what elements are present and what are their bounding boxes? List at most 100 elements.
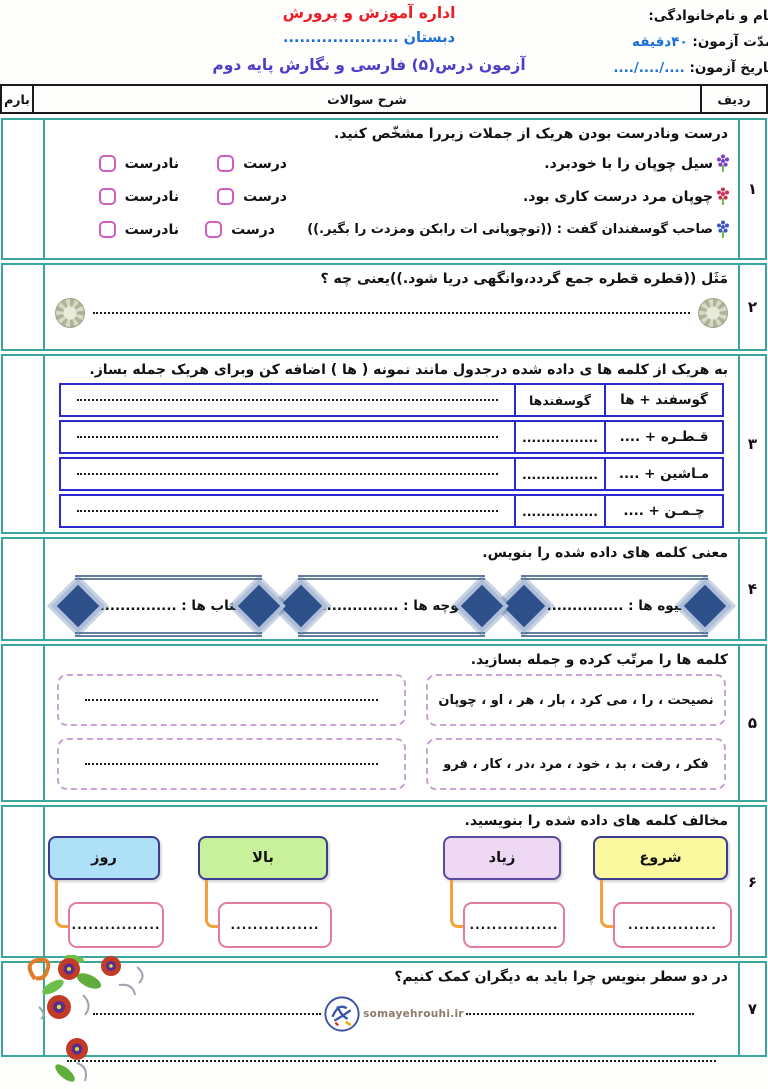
question-2-content: مَثَل ((قطره قطره جمع گردد،وانگهی دریا ش… <box>45 265 738 349</box>
correct-checkbox[interactable] <box>217 188 235 205</box>
name-field-label: نام و نام‌خانوادگی: <box>648 8 768 24</box>
statement-text: سیل چوپان را با خودبرد. <box>544 155 713 172</box>
incorrect-checkbox[interactable] <box>98 221 116 238</box>
flower-icon <box>716 188 730 205</box>
page-header: نام و نام‌خانوادگی: مدّت آزمون: ۴۰دقیقه … <box>0 0 768 84</box>
question-title: مَثَل ((قطره قطره جمع گردد،وانگهی دریا ش… <box>320 271 728 287</box>
flower-icon <box>47 995 71 1019</box>
connector-line <box>450 880 467 928</box>
calligraphy-logo-icon <box>324 996 360 1032</box>
frame-label: کوچه ها : ................ <box>298 575 485 637</box>
row-number: ۶ <box>738 807 765 956</box>
sentence-ordering-item: نصیحت ، را ، می کرد ، بار ، هر ، او ، چو… <box>57 674 726 726</box>
flower-icon <box>716 221 730 238</box>
incorrect-checkbox[interactable] <box>98 155 116 172</box>
question-1-content: درست ونادرست بودن هریک از جملات زیررا مش… <box>45 120 738 258</box>
row-number: ۳ <box>738 356 765 532</box>
answer-dotted-line <box>85 763 378 765</box>
student-info-block: نام و نام‌خانوادگی: مدّت آزمون: ۴۰دقیقه … <box>593 3 768 81</box>
exam-date: تاریخ آزمون: ..../..../.... <box>593 55 768 81</box>
questions-table: ۱ درست ونادرست بودن هریک از جملات زیررا … <box>0 118 768 1082</box>
answer-box: ................ <box>218 902 332 948</box>
answer-dotted-line <box>77 399 498 401</box>
question-title: معنی کلمه های داده شده را بنویس. <box>482 545 728 561</box>
exam-date-label: تاریخ آزمون: <box>689 60 768 76</box>
exam-duration-label: مدّت آزمون: <box>692 34 768 50</box>
row-number: ۷ <box>738 963 765 1055</box>
row-number: ۲ <box>738 265 765 349</box>
true-false-item: سیل چوپان را با خودبرد. درست نادرست <box>53 147 730 180</box>
plural-cell: ................ <box>514 422 604 452</box>
answer-dotted-line <box>93 312 690 314</box>
statement-text: چوپان مرد درست کاری بود. <box>522 188 713 205</box>
scrambled-words-box: فکر ، رفت ، بد ، خود ، مرد ،در ، کار ، ف… <box>426 738 726 790</box>
flower-icon <box>55 1038 88 1082</box>
title-block: اداره آموزش و پرورش دبستان .............… <box>0 0 588 80</box>
answer-box: ................ <box>613 902 732 948</box>
score-cell <box>3 265 45 349</box>
school-name: دبستان ..................... <box>282 30 456 46</box>
answer-area <box>53 292 730 328</box>
flower-cluster-icon <box>27 955 144 1020</box>
connector-line <box>205 880 222 928</box>
exam-date-value: ..../..../.... <box>613 60 685 76</box>
question-title: درست ونادرست بودن هریک از جملات زیررا مش… <box>333 126 728 142</box>
question-row-1: ۱ درست ونادرست بودن هریک از جملات زیررا … <box>1 118 767 260</box>
question-row-4: ۴ معنی کلمه های داده شده را بنویس. میوه … <box>1 537 767 641</box>
word-cell: گوسفند + ها <box>604 385 722 415</box>
row-number: ۵ <box>738 646 765 800</box>
word-box: بالا <box>198 836 328 880</box>
antonym-pair: زیاد ................ <box>443 836 565 952</box>
answer-box <box>57 738 406 790</box>
watermark: somayehrouhi.ir <box>321 995 466 1033</box>
question-title: مخالف کلمه های داده شده را بنویسید. <box>464 813 729 829</box>
question-row-6: ۶ مخالف کلمه های داده شده را بنویسید. شر… <box>1 805 767 958</box>
exam-duration-value: ۴۰دقیقه <box>632 34 688 50</box>
correct-checkbox[interactable] <box>217 155 235 172</box>
meaning-frames: میوه ها : ................ کوچه ها : ...… <box>53 566 730 644</box>
score-cell <box>3 120 45 258</box>
question-4-content: معنی کلمه های داده شده را بنویس. میوه ها… <box>45 539 738 639</box>
flower-icon <box>716 155 730 172</box>
sentence-cell <box>61 385 514 415</box>
word-building-table: گوسفند + ها گوسفندها قـطـره + .... .....… <box>59 383 724 528</box>
answer-dotted-line <box>465 1013 694 1015</box>
incorrect-label: نادرست <box>124 155 179 172</box>
answer-dotted-line <box>67 1060 716 1062</box>
question-row-7: ۷ در دو سطر بنویس چرا باید به دیگران کمک… <box>1 955 767 1082</box>
word-box: شروع <box>593 836 728 880</box>
exam-duration: مدّت آزمون: ۴۰دقیقه <box>593 29 768 55</box>
question-row-5: ۵ کلمه ها را مرتّب کرده و جمله بسازید. ن… <box>1 644 767 802</box>
table-header-row: ردیف شرح سوالات بارم <box>0 84 768 114</box>
question-row-3: ۳ به هریک از کلمه ها ی داده شده درجدول م… <box>1 354 767 534</box>
correct-label: درست <box>231 221 275 238</box>
statement-text: صاحب گوسفندان گفت : ((توچوپانی ات رابکن … <box>307 222 713 237</box>
scrambled-words-box: نصیحت ، را ، می کرد ، بار ، هر ، او ، چو… <box>426 674 726 726</box>
flower-icon <box>101 956 121 976</box>
question-row-2: ۲ مَثَل ((قطره قطره جمع گردد،وانگهی دریا… <box>1 263 767 351</box>
incorrect-label: نادرست <box>124 221 179 238</box>
sentence-cell <box>61 496 514 526</box>
answer-dotted-line <box>77 473 498 475</box>
answer-line-1: somayehrouhi.ir <box>92 995 694 1033</box>
question-5-content: کلمه ها را مرتّب کرده و جمله بسازید. نصی… <box>45 646 738 800</box>
question-7-content: در دو سطر بنویس چرا باید به دیگران کمک ک… <box>27 955 738 1082</box>
question-title: به هریک از کلمه ها ی داده شده درجدول مان… <box>89 362 728 378</box>
ornate-frame: کتاب ها : ................ <box>73 568 264 644</box>
plural-cell: گوسفندها <box>514 385 604 415</box>
correct-checkbox[interactable] <box>205 221 223 238</box>
answer-dotted-line <box>77 436 498 438</box>
word-cell: قـطـره + .... <box>604 422 722 452</box>
row-number: ۴ <box>738 539 765 639</box>
antonym-pair: شروع ................ <box>593 836 732 952</box>
plural-cell: ................ <box>514 496 604 526</box>
watermark-text: somayehrouhi.ir <box>363 1008 464 1020</box>
organization-title: اداره آموزش و پرورش <box>282 4 456 22</box>
question-title: کلمه ها را مرتّب کرده و جمله بسازید. <box>470 652 728 668</box>
answer-dotted-line <box>77 510 498 512</box>
column-header-questions: شرح سوالات <box>327 91 407 107</box>
incorrect-checkbox[interactable] <box>98 188 116 205</box>
antonym-pair: روز ................ <box>48 836 164 952</box>
question-3-content: به هریک از کلمه ها ی داده شده درجدول مان… <box>45 356 738 532</box>
answer-dotted-line <box>85 699 378 701</box>
